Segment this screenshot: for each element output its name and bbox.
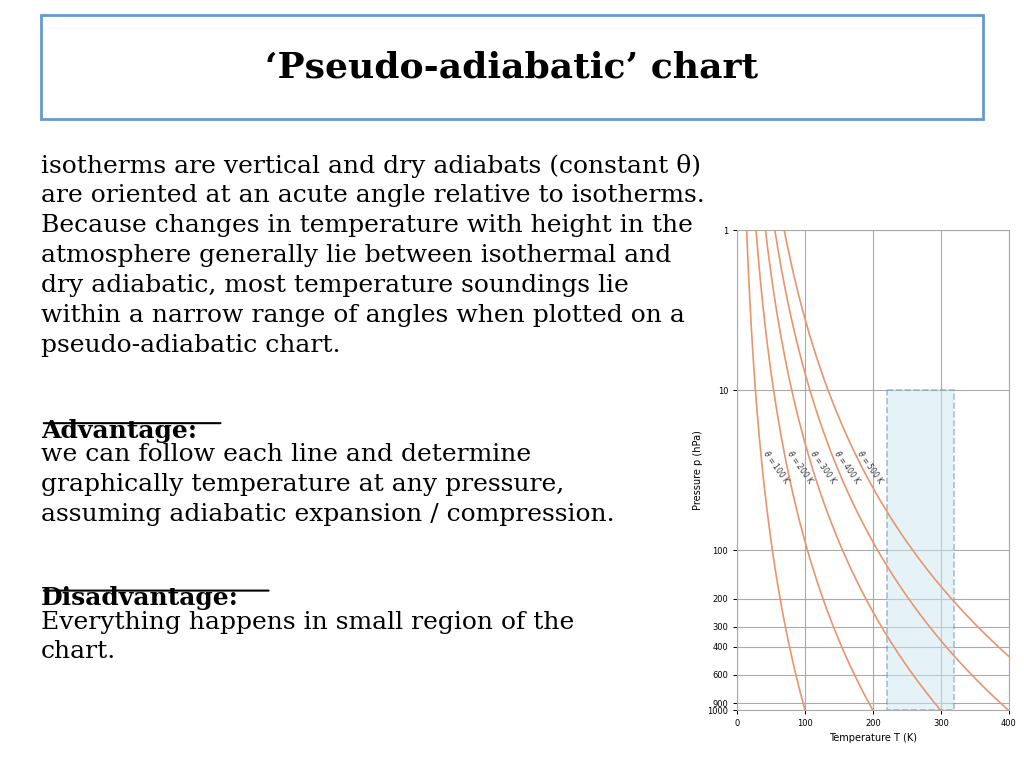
Y-axis label: Pressure p (hPa): Pressure p (hPa) [693,430,703,511]
Text: we can follow each line and determine
graphically temperature at any pressure,
a: we can follow each line and determine gr… [41,443,614,526]
Text: $\theta$ = 400 K: $\theta$ = 400 K [831,448,863,487]
Bar [887,390,954,710]
Text: Everything happens in small region of the
chart.: Everything happens in small region of th… [41,611,574,664]
Text: $\theta$ = 300 K: $\theta$ = 300 K [808,448,840,487]
Text: $\theta$ = 500 K: $\theta$ = 500 K [855,448,888,487]
Text: Advantage:: Advantage: [41,419,197,442]
FancyBboxPatch shape [41,15,983,119]
X-axis label: Temperature T (K): Temperature T (K) [829,733,916,743]
Text: Disadvantage:: Disadvantage: [41,586,239,610]
Text: ‘Pseudo-adiabatic’ chart: ‘Pseudo-adiabatic’ chart [265,50,759,84]
Text: $\theta$ = 100 K: $\theta$ = 100 K [761,448,793,487]
Text: isotherms are vertical and dry adiabats (constant θ)
are oriented at an acute an: isotherms are vertical and dry adiabats … [41,154,705,356]
Text: $\theta$ = 200 K: $\theta$ = 200 K [784,448,816,487]
